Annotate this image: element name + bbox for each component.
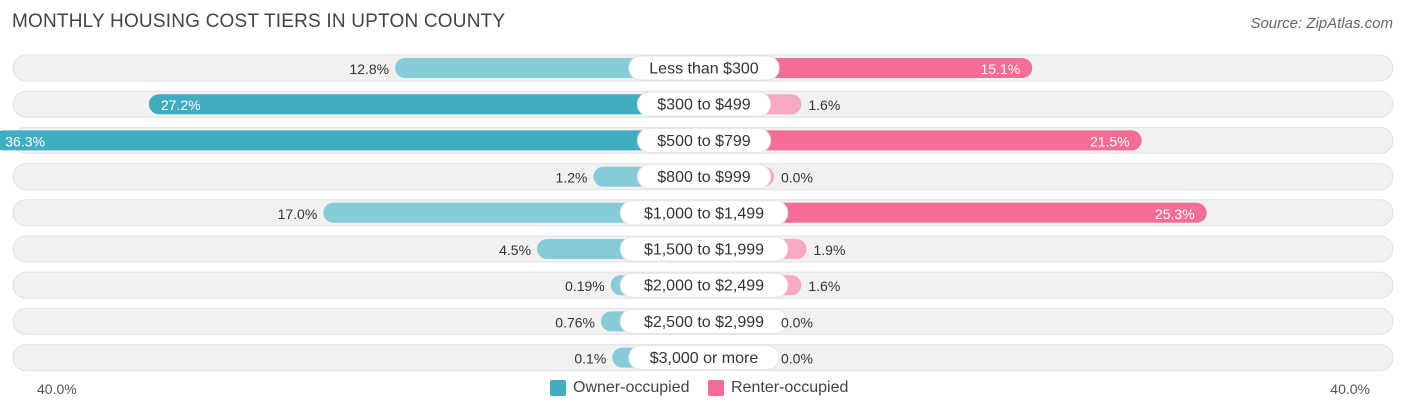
owner-bar xyxy=(148,94,704,115)
category-label: $800 to $999 xyxy=(657,169,751,186)
owner-bar xyxy=(323,202,704,223)
owner-value-label: 0.1% xyxy=(574,351,606,367)
renter-value-label: 25.3% xyxy=(1155,206,1195,222)
renter-value-label: 21.5% xyxy=(1090,133,1130,149)
owner-value-label: 0.76% xyxy=(555,314,595,330)
legend-swatch-renter xyxy=(708,380,724,396)
renter-bar xyxy=(704,58,1033,78)
legend-item-renter: Renter-occupied xyxy=(708,379,848,397)
legend-label-owner: Owner-occupied xyxy=(573,379,690,396)
axis-right-label: 40.0% xyxy=(1330,381,1370,397)
diverging-bar-chart: Less than $300 12.8% 15.1% $300 to $499 27.2… xyxy=(0,54,1394,372)
legend-swatch-owner xyxy=(550,380,566,396)
owner-value-label: 4.5% xyxy=(499,242,531,258)
category-label: $1,000 to $1,499 xyxy=(644,205,764,222)
renter-value-label: 1.9% xyxy=(813,242,845,258)
axis-left-label: 40.0% xyxy=(37,381,77,397)
owner-value-label: 27.2% xyxy=(161,97,201,113)
category-pill xyxy=(636,164,772,190)
renter-value-label: 0.0% xyxy=(781,314,813,330)
category-pill xyxy=(628,345,780,371)
category-pill xyxy=(636,91,772,117)
owner-value-label: 17.0% xyxy=(278,206,318,222)
category-pill xyxy=(619,200,789,226)
renter-value-label: 15.1% xyxy=(981,61,1021,77)
owner-bar xyxy=(395,58,704,78)
owner-value-label: 12.8% xyxy=(349,61,389,77)
renter-value-label: 1.6% xyxy=(808,97,840,113)
category-pill xyxy=(628,55,780,81)
chart-source: Source: ZipAtlas.com xyxy=(1250,15,1393,32)
chart-title: MONTHLY HOUSING COST TIERS IN UPTON COUN… xyxy=(12,11,506,32)
owner-value-label: 1.2% xyxy=(556,170,588,186)
legend-item-owner: Owner-occupied xyxy=(550,379,690,397)
renter-value-label: 1.6% xyxy=(808,278,840,294)
category-pill xyxy=(619,308,789,334)
legend-label-renter: Renter-occupied xyxy=(731,379,849,396)
owner-bar xyxy=(0,130,704,151)
legend: Owner-occupied Renter-occupied xyxy=(0,379,1406,399)
category-pill xyxy=(636,127,772,153)
category-label: $2,500 to $2,999 xyxy=(644,314,764,331)
category-label: $1,500 to $1,999 xyxy=(644,242,764,259)
category-label: Less than $300 xyxy=(649,61,759,78)
owner-value-label: 0.19% xyxy=(565,278,605,294)
category-pill xyxy=(619,236,789,262)
category-label: $300 to $499 xyxy=(657,97,751,114)
owner-value-label: 36.3% xyxy=(5,133,45,149)
renter-value-label: 0.0% xyxy=(781,170,813,186)
category-label: $3,000 or more xyxy=(650,350,759,367)
renter-bar xyxy=(704,202,1207,223)
renter-value-label: 0.0% xyxy=(781,351,813,367)
category-label: $500 to $799 xyxy=(657,133,751,150)
category-label: $2,000 to $2,499 xyxy=(644,278,764,295)
category-pill xyxy=(619,272,789,298)
renter-bar xyxy=(704,130,1142,151)
